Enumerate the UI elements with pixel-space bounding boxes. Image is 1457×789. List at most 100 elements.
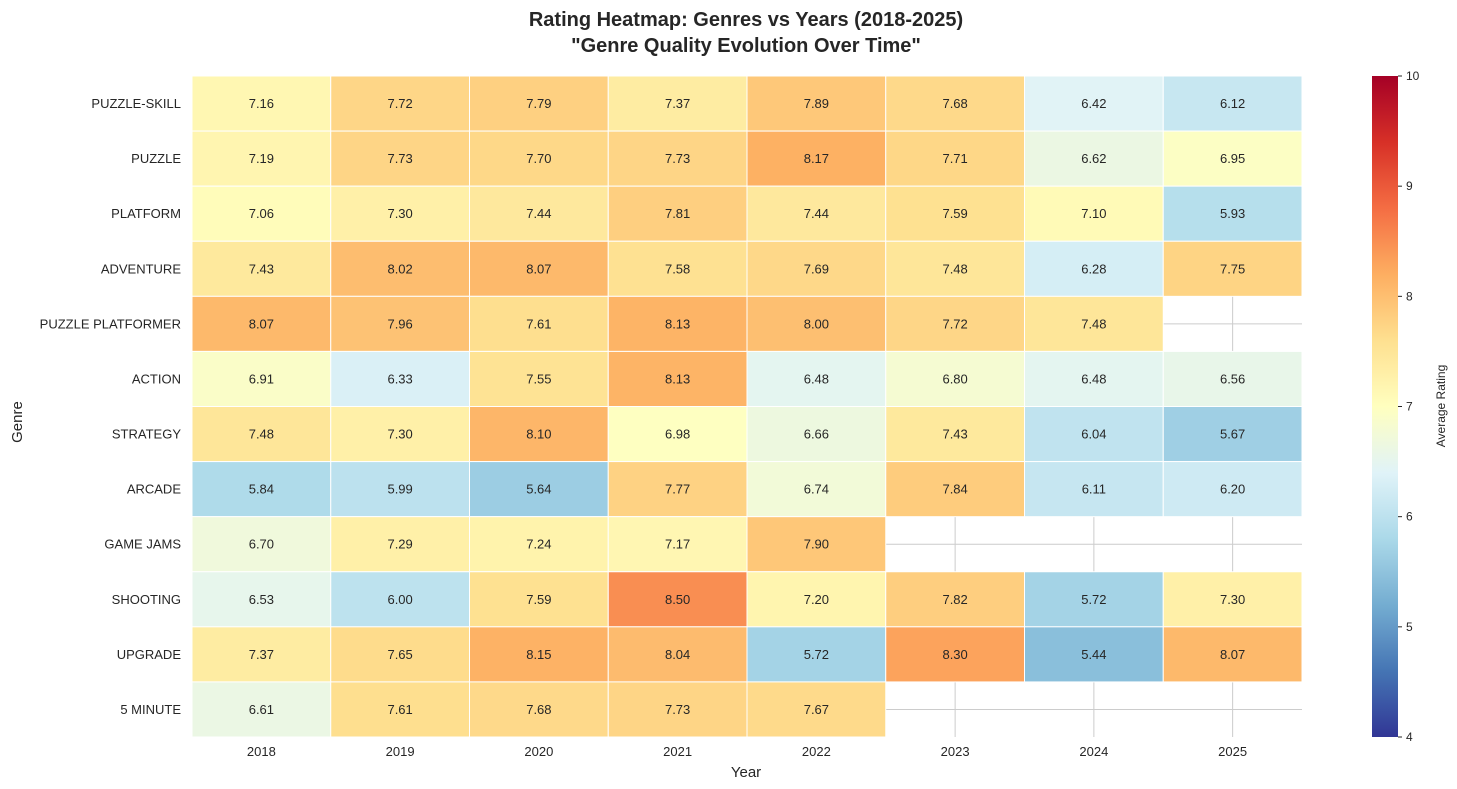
colorbar-scale (1372, 76, 1398, 737)
cell-value-label: 7.68 (942, 96, 967, 111)
cell-value-label: 8.07 (1220, 647, 1245, 662)
cell-value-label: 6.12 (1220, 96, 1245, 111)
heatmap-cell (469, 516, 609, 573)
heatmap-cell (746, 626, 887, 683)
heatmap-cell (469, 571, 609, 628)
cell-value-label: 6.62 (1081, 151, 1106, 166)
cell-value-label: 7.48 (249, 427, 274, 442)
cell-value-label: 8.30 (942, 647, 967, 662)
heatmap-cell (1162, 350, 1303, 407)
y-tick-label: ADVENTURE (101, 261, 182, 276)
heatmap-cell (607, 516, 748, 573)
cell-value-label: 7.84 (942, 482, 967, 497)
heatmap-cell (469, 681, 609, 738)
cell-value-label: 6.28 (1081, 261, 1106, 276)
heatmap-cell (746, 516, 887, 573)
y-axis-label: Genre (9, 401, 26, 443)
chart-title-line-2: "Genre Quality Evolution Over Time" (571, 35, 921, 57)
heatmap-cell (1024, 461, 1164, 518)
cell-value-label: 7.72 (387, 96, 412, 111)
cell-value-label: 5.99 (387, 482, 412, 497)
cell-value-label: 7.89 (804, 96, 829, 111)
y-tick-label: PUZZLE-SKILL (91, 96, 181, 111)
colorbar: 4 5 6 7 8 9 10 Average Rating (1372, 69, 1448, 744)
heatmap-cells (191, 75, 1303, 738)
heatmap-cell (746, 240, 887, 297)
heatmap-cell (746, 406, 887, 463)
colorbar-label: Average Rating (1434, 365, 1448, 448)
cell-value-label: 6.53 (249, 592, 274, 607)
heatmap-cell (607, 681, 748, 738)
heatmap-cell (191, 516, 332, 573)
heatmap-cell (469, 130, 609, 187)
cell-value-label: 6.33 (387, 371, 412, 386)
y-tick-label: PUZZLE PLATFORMER (40, 316, 181, 331)
heatmap-cell (330, 295, 470, 352)
heatmap-cell (1024, 240, 1164, 297)
cell-value-label: 6.61 (249, 702, 274, 717)
y-tick-label: 5 MINUTE (120, 702, 181, 717)
cell-value-label: 7.55 (526, 371, 551, 386)
cell-value-label: 7.75 (1220, 261, 1245, 276)
y-tick-label: PUZZLE (131, 151, 181, 166)
cell-value-label: 8.50 (665, 592, 690, 607)
cell-value-label: 7.20 (804, 592, 829, 607)
cell-value-label: 6.20 (1220, 482, 1245, 497)
cell-value-label: 7.79 (526, 96, 551, 111)
heatmap-cell (1162, 626, 1303, 683)
cell-value-label: 8.17 (804, 151, 829, 166)
cell-value-label: 6.74 (804, 482, 829, 497)
heatmap-cell (885, 461, 1025, 518)
cell-value-label: 8.07 (249, 316, 274, 331)
heatmap-cell (885, 130, 1025, 187)
cell-value-label: 7.59 (942, 206, 967, 221)
cell-value-label: 6.11 (1082, 482, 1106, 497)
cell-value-label: 5.72 (804, 647, 829, 662)
cell-value-label: 7.48 (1081, 316, 1106, 331)
cell-value-label: 5.44 (1081, 647, 1106, 662)
cell-value-label: 6.80 (942, 371, 967, 386)
heatmap-cell (885, 295, 1025, 352)
cell-value-label: 7.77 (665, 482, 690, 497)
heatmap-cell (469, 185, 609, 242)
colorbar-tick-label: 5 (1406, 620, 1413, 634)
cell-value-label: 6.56 (1220, 371, 1245, 386)
cell-value-label: 7.16 (249, 96, 274, 111)
colorbar-tick-label: 8 (1406, 289, 1413, 303)
cell-value-label: 7.17 (665, 537, 690, 552)
heatmap-cell (469, 350, 609, 407)
x-tick-label: 2023 (941, 744, 970, 759)
cell-value-label: 7.58 (665, 261, 690, 276)
x-tick-label: 2018 (247, 744, 276, 759)
y-tick-label: SHOOTING (112, 592, 181, 607)
heatmap-cell (607, 130, 748, 187)
cell-value-label: 7.70 (526, 151, 551, 166)
heatmap-cell (191, 295, 332, 352)
cell-value-label: 7.30 (387, 206, 412, 221)
cell-value-label: 7.37 (249, 647, 274, 662)
heatmap-cell (607, 185, 748, 242)
x-tick-label: 2025 (1218, 744, 1247, 759)
heatmap-cell (191, 75, 332, 132)
heatmap-cell (330, 130, 470, 187)
cell-value-label: 7.82 (942, 592, 967, 607)
cell-value-label: 5.67 (1220, 427, 1245, 442)
cell-value-label: 8.10 (526, 427, 551, 442)
heatmap-cell (1024, 295, 1164, 352)
heatmap-cell (191, 240, 332, 297)
x-tick-label: 2019 (386, 744, 415, 759)
heatmap-cell (607, 406, 748, 463)
cell-value-label: 8.07 (526, 261, 551, 276)
colorbar-tick-label: 10 (1406, 69, 1420, 83)
heatmap-cell (191, 130, 332, 187)
heatmap-cell (191, 461, 332, 518)
cell-value-label: 7.43 (942, 427, 967, 442)
heatmap-cell (469, 406, 609, 463)
cell-value-label: 7.61 (526, 316, 551, 331)
heatmap-cell (469, 461, 609, 518)
cell-value-label: 8.00 (804, 316, 829, 331)
heatmap-cell (469, 626, 609, 683)
heatmap-cell (607, 626, 748, 683)
cell-value-label: 7.59 (526, 592, 551, 607)
colorbar-tick-label: 7 (1406, 400, 1413, 414)
